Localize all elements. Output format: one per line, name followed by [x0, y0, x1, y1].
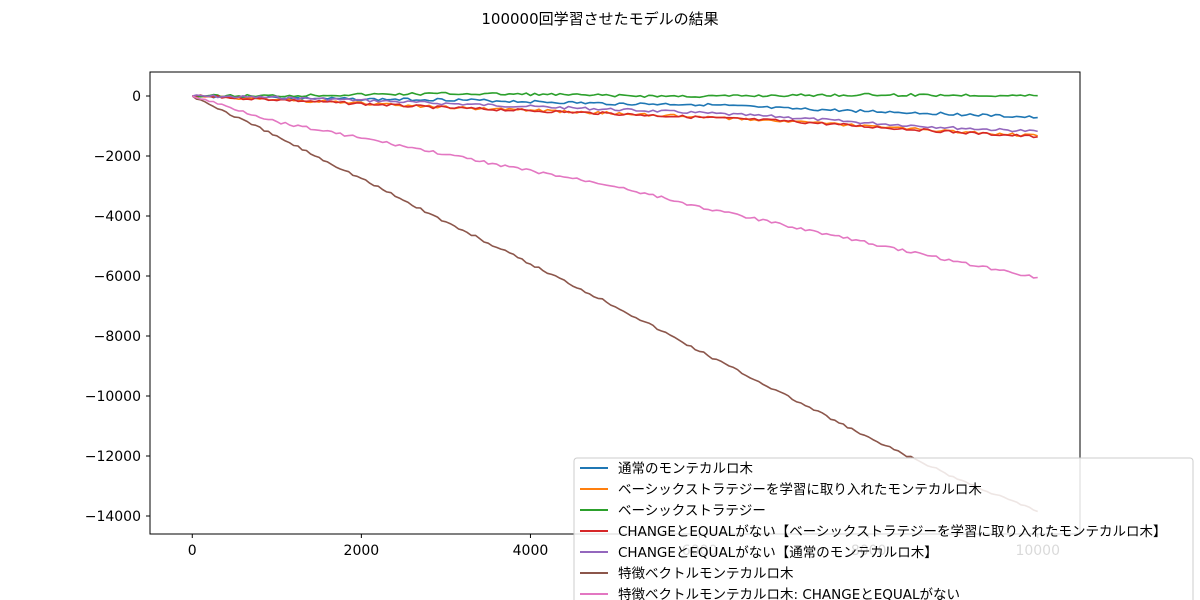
y-tick-label: −8000	[94, 329, 141, 345]
y-tick-label: −4000	[94, 209, 141, 225]
legend-label: CHANGEとEQUALがない【ベーシックストラテジーを学習に取り入れたモンテカ…	[618, 524, 1167, 540]
legend-box	[573, 457, 1194, 600]
y-tick-label: 0	[132, 89, 141, 105]
y-tick-label: −6000	[94, 269, 141, 285]
series-layer	[191, 91, 1038, 513]
series-line-5	[192, 94, 1038, 133]
series-line-4	[192, 94, 1038, 139]
chart-title: 100000回学習させたモデルの結果	[481, 10, 718, 28]
y-tick-label: −2000	[94, 149, 141, 165]
x-tick-label: 0	[188, 543, 197, 559]
legend-label: ベーシックストラテジーを学習に取り入れたモンテカルロ木	[618, 482, 982, 498]
legend-label: 特徴ベクトルモンテカルロ木: CHANGEとEQUALがない	[618, 587, 960, 600]
legend: 通常のモンテカルロ木ベーシックストラテジーを学習に取り入れたモンテカルロ木ベーシ…	[573, 457, 1194, 600]
legend-label: 通常のモンテカルロ木	[618, 461, 753, 477]
legend-label: CHANGEとEQUALがない【通常のモンテカルロ木】	[618, 545, 938, 561]
series-line-3	[192, 91, 1038, 99]
series-line-1	[192, 94, 1038, 119]
y-tick-label: −14000	[85, 509, 141, 525]
plot-area	[149, 71, 1081, 535]
y-tick-label: −10000	[85, 389, 141, 405]
legend-label: 特徴ベクトルモンテカルロ木	[618, 566, 794, 582]
axes-frame	[149, 71, 1081, 535]
x-tick-label: 4000	[513, 543, 549, 559]
series-line-7	[191, 95, 1038, 279]
x-tick-label: 2000	[344, 543, 380, 559]
y-tick-label: −12000	[85, 449, 141, 465]
series-line-6	[191, 95, 1038, 513]
legend-label: ベーシックストラテジー	[618, 503, 766, 519]
